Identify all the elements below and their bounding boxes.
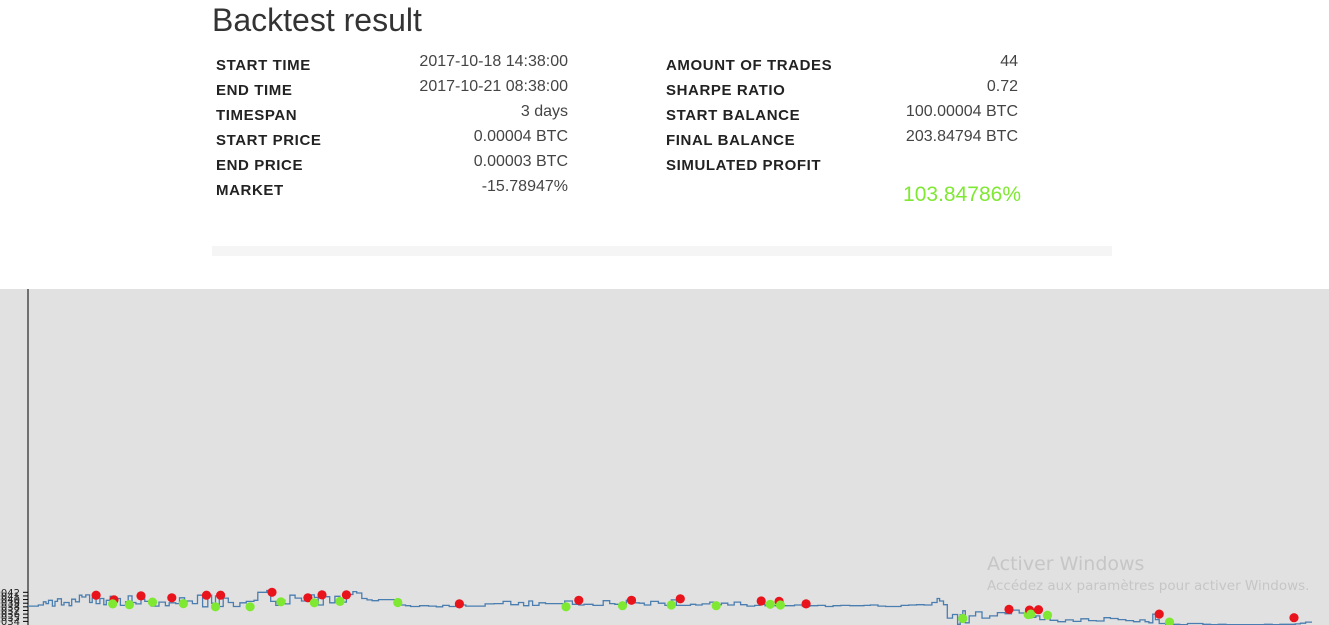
buy-marker [108,599,118,609]
sell-marker [341,590,351,600]
buy-marker [617,601,628,611]
sell-marker [1004,604,1014,614]
sell-marker [574,595,584,605]
stat-label: SHARPE RATIO [666,82,786,99]
stat-value: -15.78947% [481,178,568,195]
sell-marker [1033,605,1044,615]
stat-row-simulated-profit: SIMULATED PROFIT [666,153,1018,178]
sell-marker [267,587,277,597]
stat-value: 44 [1000,53,1018,70]
stat-row-timespan: TIMESPAN 3 days [216,103,568,128]
sell-marker [167,593,177,603]
sell-marker [201,590,212,600]
stat-value: 203.84794 BTC [905,128,1018,145]
stat-label: FINAL BALANCE [666,132,796,149]
stat-value: 0.00003 BTC [473,153,568,170]
buy-marker [178,599,188,609]
sell-marker [317,590,327,600]
buy-marker [561,602,571,612]
price-chart-svg[interactable]: 004200410040003900380037003600350034 [0,289,1329,625]
sell-marker [1289,613,1299,623]
page-title: Backtest result [212,2,422,38]
buy-marker [245,602,255,612]
buy-marker [276,597,286,607]
stat-row-start-balance: START BALANCE 100.00004 BTC [666,103,1018,128]
y-tick-label: 0038 [0,602,20,613]
y-tick-label: 0034 [0,617,20,625]
stat-value: 3 days [520,103,568,120]
stat-label: SIMULATED PROFIT [666,157,822,174]
windows-activation-watermark-text: Accédez aux paramètres pour activer Wind… [987,578,1310,594]
stat-value: 2017-10-21 08:38:00 [419,78,568,95]
buy-marker [147,597,158,607]
sell-marker [1154,609,1164,619]
sell-marker [626,595,637,605]
sell-marker [216,590,226,600]
sell-marker [675,594,685,604]
stat-row-end-price: END PRICE 0.00003 BTC [216,153,568,178]
buy-marker [124,600,134,610]
stat-row-start-price: START PRICE 0.00004 BTC [216,128,568,153]
stat-label: MARKET [216,182,284,199]
stat-row-amount-of-trades: AMOUNT OF TRADES 44 [666,53,1018,78]
stat-label: START TIME [216,57,311,74]
sell-marker [303,593,313,603]
stat-row-end-time: END TIME 2017-10-21 08:38:00 [216,78,568,103]
section-divider [212,246,1112,256]
stats-right: AMOUNT OF TRADES 44 SHARPE RATIO 0.72 ST… [666,53,1018,178]
price-chart[interactable]: 004200410040003900380037003600350034 Act… [0,289,1329,625]
y-tick-label: 0036 [0,610,20,621]
stat-row-final-balance: FINAL BALANCE 203.84794 BTC [666,128,1018,153]
buy-marker [711,601,721,611]
stat-value: 100.00004 BTC [905,103,1018,120]
buy-marker [775,600,786,610]
buy-marker [1042,610,1053,620]
buy-marker [666,600,676,610]
stat-label: END PRICE [216,157,304,174]
buy-marker [958,613,968,624]
stat-value: 0.00004 BTC [473,128,568,145]
buy-marker [210,602,221,612]
stat-label: TIMESPAN [216,107,298,124]
buy-marker [335,596,345,606]
stat-label: END TIME [216,82,293,99]
simulated-profit-value: 103.84786% [903,183,1021,206]
stats-left: START TIME 2017-10-18 14:38:00 END TIME … [216,53,568,203]
sell-marker [454,599,464,609]
y-tick-label: 0037 [0,606,20,617]
stat-row-start-time: START TIME 2017-10-18 14:38:00 [216,53,568,78]
stat-row-sharpe-ratio: SHARPE RATIO 0.72 [666,78,1018,103]
stat-label: AMOUNT OF TRADES [666,57,833,74]
y-tick-label: 0042 [0,588,20,599]
y-tick-label: 0040 [0,595,20,606]
stat-label: START BALANCE [666,107,801,124]
y-tick-label: 0041 [0,591,20,602]
buy-marker [1026,609,1036,619]
buy-marker [309,598,319,608]
sell-marker [136,591,146,601]
buy-marker [1164,617,1175,625]
stat-value: 0.72 [986,78,1018,95]
sell-marker [91,590,101,600]
sell-marker [801,599,811,609]
y-tick-label: 0035 [0,613,20,624]
stat-label: START PRICE [216,132,322,149]
stat-row-market: MARKET -15.78947% [216,178,568,203]
price-line [28,589,1312,625]
buy-marker [765,599,775,609]
sell-marker [756,596,766,606]
windows-activation-watermark-title: Activer Windows [987,553,1145,575]
buy-marker [393,597,403,608]
stat-value: 2017-10-18 14:38:00 [419,53,568,70]
